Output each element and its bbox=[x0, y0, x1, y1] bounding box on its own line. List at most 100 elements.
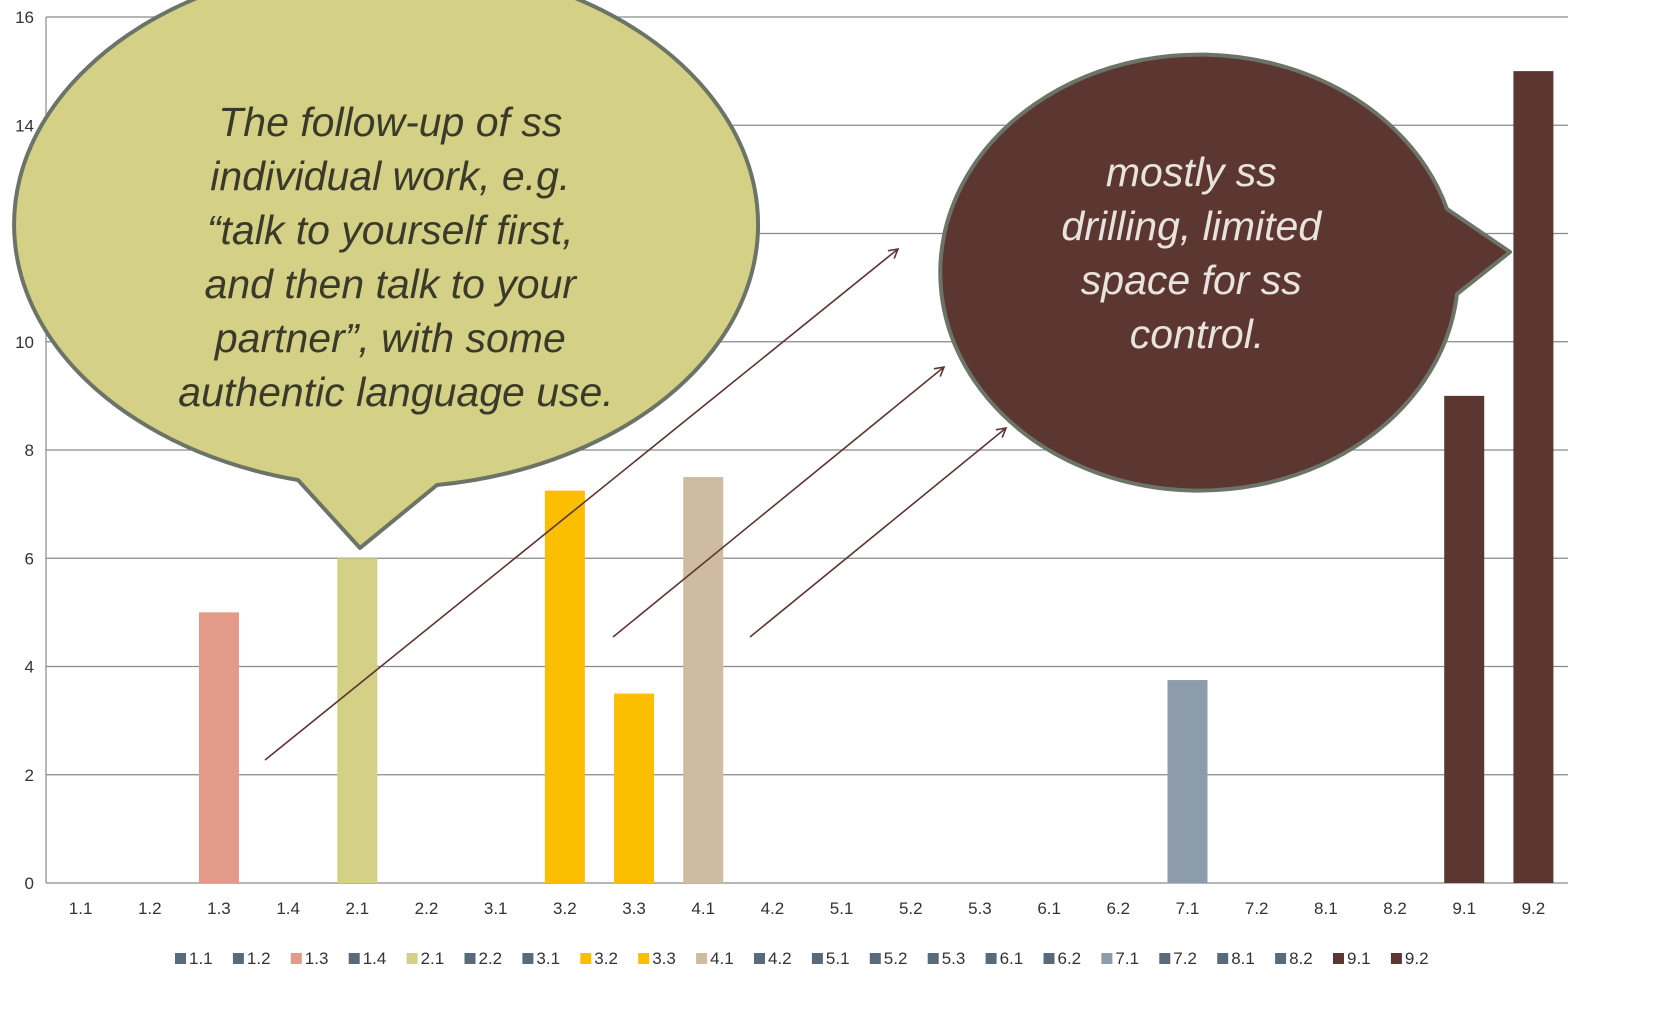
bar-1.3 bbox=[198, 612, 239, 883]
legend-swatch bbox=[1390, 953, 1402, 964]
legend-swatch bbox=[1101, 953, 1113, 964]
callout-brown-line: control. bbox=[1130, 311, 1264, 357]
x-tick-label: 4.1 bbox=[691, 899, 715, 918]
legend-label: 8.2 bbox=[1289, 949, 1313, 968]
legend-label: 1.1 bbox=[189, 949, 213, 968]
callout-olive-line: authentic language use. bbox=[178, 369, 613, 415]
legend-swatch bbox=[638, 953, 650, 964]
pointer-arrow bbox=[749, 426, 1008, 638]
legend-label: 2.2 bbox=[479, 949, 503, 968]
callout-brown: mostly ss drilling, limited space for ss… bbox=[938, 52, 1512, 493]
x-axis: 1.1 1.2 1.3 1.4 2.1 2.2 3.1 3.2 3.3 4.1 4.2 5.1 5.2 5… bbox=[69, 899, 1545, 918]
x-tick-label: 1.1 bbox=[69, 899, 93, 918]
y-tick-label: 10 bbox=[15, 333, 34, 352]
legend-label: 3.1 bbox=[536, 949, 560, 968]
legend-swatch bbox=[1043, 953, 1055, 964]
bar-9.2 bbox=[1513, 71, 1554, 883]
legend-swatch bbox=[1275, 953, 1287, 964]
x-tick-label: 2.1 bbox=[345, 899, 369, 918]
callout-brown-line: drilling, limited bbox=[1061, 203, 1322, 249]
x-tick-label: 3.3 bbox=[622, 899, 646, 918]
pointer-arrow bbox=[612, 365, 946, 638]
legend-swatch bbox=[406, 953, 418, 964]
legend-label: 9.1 bbox=[1347, 949, 1371, 968]
legend-swatch bbox=[1159, 953, 1171, 964]
y-tick-label: 16 bbox=[15, 8, 34, 27]
legend-swatch bbox=[927, 953, 939, 964]
legend-swatch bbox=[175, 953, 186, 964]
legend-swatch bbox=[869, 953, 881, 964]
x-tick-label: 5.3 bbox=[968, 899, 992, 918]
legend-label: 2.1 bbox=[421, 949, 445, 968]
legend-swatch bbox=[1333, 953, 1344, 964]
callout-brown-line: mostly ss bbox=[1106, 149, 1277, 195]
legend-swatch bbox=[348, 953, 360, 964]
legend-label: 1.3 bbox=[305, 949, 329, 968]
pointer-arrow bbox=[264, 247, 900, 761]
legend-label: 8.1 bbox=[1231, 949, 1255, 968]
legend-label: 3.2 bbox=[594, 949, 618, 968]
bar-7.1 bbox=[1167, 680, 1208, 883]
callout-olive-line: “talk to yourself first, bbox=[207, 207, 574, 253]
legend-label: 5.3 bbox=[942, 949, 966, 968]
x-tick-label: 6.2 bbox=[1106, 899, 1130, 918]
x-tick-label: 5.2 bbox=[899, 899, 923, 918]
x-tick-label: 3.1 bbox=[484, 899, 508, 918]
callout-olive: The follow-up of ss individual work, e.g… bbox=[12, 0, 761, 550]
legend: 1.1 1.2 1.3 1.4 2.1 2.2 3.1 3.2 3.3 4.1 4.2 5.1 5.2 5… bbox=[175, 949, 1429, 968]
legend-swatch bbox=[1217, 953, 1229, 964]
y-tick-label: 4 bbox=[25, 658, 34, 677]
x-tick-label: 7.2 bbox=[1245, 899, 1269, 918]
legend-label: 6.1 bbox=[1000, 949, 1024, 968]
x-tick-label: 1.3 bbox=[207, 899, 231, 918]
bar-9.1 bbox=[1444, 395, 1485, 883]
callout-olive-line: individual work, e.g. bbox=[210, 153, 570, 199]
legend-label: 4.1 bbox=[710, 949, 734, 968]
bar-4.1 bbox=[683, 477, 724, 883]
legend-swatch bbox=[985, 953, 997, 964]
callout-olive-line: and then talk to your bbox=[205, 261, 579, 307]
x-tick-label: 1.4 bbox=[276, 899, 300, 918]
bar-3.3 bbox=[614, 693, 655, 883]
legend-label: 7.1 bbox=[1115, 949, 1139, 968]
legend-swatch bbox=[696, 953, 708, 964]
x-tick-label: 1.2 bbox=[138, 899, 162, 918]
legend-swatch bbox=[232, 953, 244, 964]
callout-olive-bubble bbox=[12, 0, 761, 550]
legend-swatch bbox=[811, 953, 823, 964]
legend-label: 5.2 bbox=[884, 949, 908, 968]
x-tick-label: 2.2 bbox=[415, 899, 439, 918]
arrows bbox=[264, 247, 1008, 761]
callout-olive-line: The follow-up of ss bbox=[218, 99, 562, 145]
legend-label: 6.2 bbox=[1058, 949, 1082, 968]
callout-brown-line: space for ss bbox=[1081, 257, 1302, 303]
callout-brown-text: mostly ss drilling, limited space for ss… bbox=[1061, 149, 1332, 357]
legend-swatch bbox=[522, 953, 534, 964]
x-tick-label: 3.2 bbox=[553, 899, 577, 918]
x-tick-label: 8.2 bbox=[1383, 899, 1407, 918]
legend-swatch bbox=[464, 953, 476, 964]
legend-swatch bbox=[290, 953, 302, 964]
y-tick-label: 8 bbox=[25, 441, 34, 460]
legend-label: 1.4 bbox=[363, 949, 387, 968]
x-tick-label: 4.2 bbox=[761, 899, 785, 918]
callout-olive-text: The follow-up of ss individual work, e.g… bbox=[178, 99, 613, 415]
bars bbox=[198, 71, 1554, 883]
legend-swatch bbox=[580, 953, 592, 964]
legend-swatch bbox=[754, 953, 765, 964]
x-tick-label: 9.2 bbox=[1522, 899, 1546, 918]
y-tick-label: 2 bbox=[25, 766, 34, 785]
x-tick-label: 7.1 bbox=[1176, 899, 1200, 918]
y-tick-label: 14 bbox=[15, 116, 34, 135]
legend-label: 1.2 bbox=[247, 949, 271, 968]
legend-label: 9.2 bbox=[1405, 949, 1429, 968]
x-tick-label: 9.1 bbox=[1452, 899, 1476, 918]
y-tick-label: 6 bbox=[25, 549, 34, 568]
legend-label: 7.2 bbox=[1173, 949, 1197, 968]
x-tick-label: 6.1 bbox=[1037, 899, 1061, 918]
x-tick-label: 5.1 bbox=[830, 899, 854, 918]
bar-3.2 bbox=[544, 490, 585, 883]
bar-2.1 bbox=[337, 558, 378, 883]
y-tick-label: 0 bbox=[25, 874, 34, 893]
